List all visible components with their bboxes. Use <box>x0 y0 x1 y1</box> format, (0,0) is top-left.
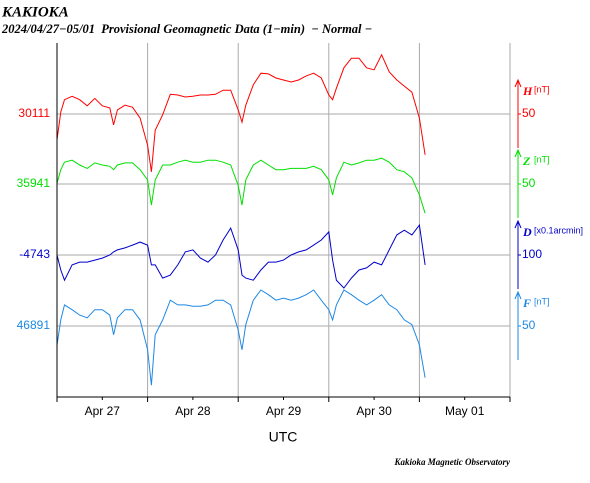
source-note: Kakioka Magnetic Observatory <box>394 457 511 467</box>
y2-axis-arrow <box>514 78 522 88</box>
series-unit: [nT] <box>534 84 550 94</box>
x-axis-label: UTC <box>269 429 298 445</box>
series-unit: [nT] <box>534 154 550 164</box>
x-tick-label: Apr 28 <box>175 404 211 418</box>
y-tick-label: -4743 <box>19 247 50 261</box>
series-line <box>56 157 426 214</box>
series-name: F <box>522 296 531 310</box>
x-tick-label: Apr 29 <box>266 404 302 418</box>
y-tick-label: 46891 <box>17 318 51 332</box>
series-line <box>56 53 426 172</box>
series-line <box>56 223 426 289</box>
chart-title: KAKIOKA <box>1 4 69 20</box>
series-name: Z <box>522 154 531 168</box>
y2-axis-arrow <box>514 219 522 229</box>
chart-subtitle: 2024/04/27−05/01 Provisional Geomagnetic… <box>1 22 372 36</box>
series-unit: [x0.1arcmin] <box>534 225 583 235</box>
y2-axis-arrow <box>514 290 522 300</box>
y2-tick-label: 100 <box>522 247 542 261</box>
series-name: H <box>522 84 533 98</box>
y2-tick-label: 50 <box>522 106 536 120</box>
y-tick-label: 35941 <box>17 176 51 190</box>
x-tick-label: Apr 30 <box>356 404 392 418</box>
y-tick-label: 30111 <box>18 106 50 120</box>
series-name: D <box>522 225 532 239</box>
y2-tick-label: 50 <box>522 318 536 332</box>
x-tick-label: Apr 27 <box>85 404 121 418</box>
series-unit: [nT] <box>534 296 550 306</box>
x-tick-label: May 01 <box>445 404 485 418</box>
y2-axis-arrow <box>514 148 522 158</box>
y2-tick-label: 50 <box>522 176 536 190</box>
series-line <box>56 289 426 386</box>
